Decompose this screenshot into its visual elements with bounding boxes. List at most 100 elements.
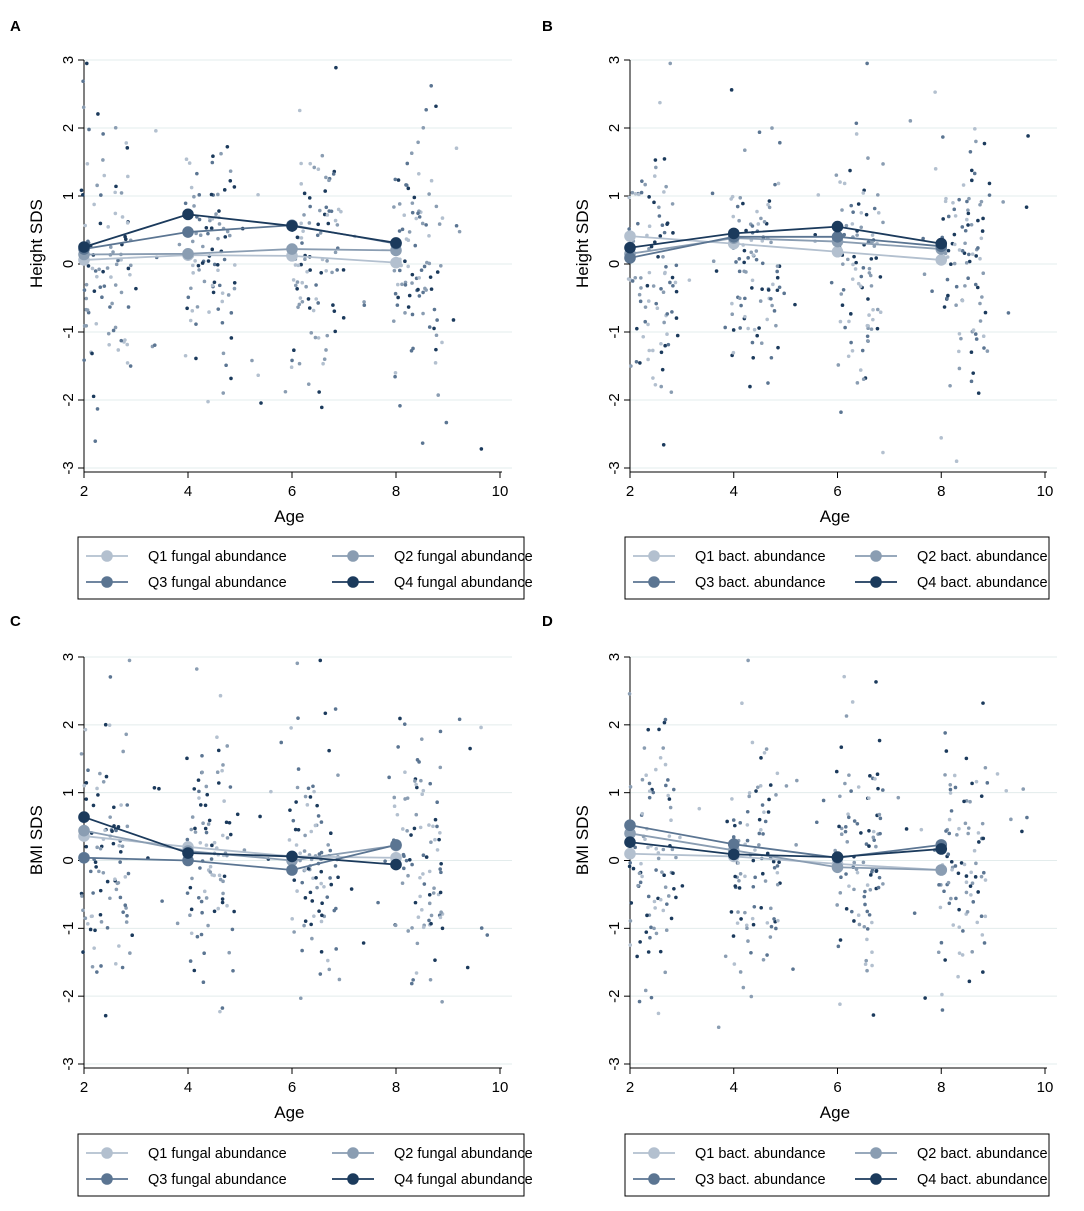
scatter-point (427, 823, 431, 827)
scatter-point (84, 307, 88, 312)
scatter-point (416, 140, 420, 145)
scatter-point (86, 264, 91, 268)
scatter-point (296, 305, 300, 309)
scatter-point (762, 810, 766, 814)
legend-marker-q4 (347, 1173, 359, 1185)
scatter-point (651, 790, 656, 795)
scatter-point (315, 885, 319, 890)
scatter-point (662, 157, 667, 161)
scatter-point (759, 756, 763, 760)
scatter-point (665, 902, 669, 906)
scatter-point (962, 799, 966, 804)
scatter-point (220, 768, 224, 773)
scatter-point (376, 900, 380, 905)
scatter-point (942, 305, 947, 309)
scatter-point (124, 906, 128, 910)
scatter-point (397, 268, 402, 273)
scatter-point (308, 268, 312, 272)
scatter-point (220, 291, 225, 295)
scatter-point (637, 871, 642, 876)
scatter-point (216, 906, 221, 911)
scatter-point (204, 896, 209, 900)
scatter-point (838, 891, 843, 895)
scatter-point (119, 290, 124, 295)
scatter-point (981, 870, 986, 875)
scatter-point (967, 196, 971, 201)
scatter-point (776, 181, 781, 186)
x-tick-label: 6 (833, 483, 841, 500)
scatter-point (406, 264, 410, 269)
scatter-point (303, 257, 307, 262)
scatter-point (872, 206, 877, 211)
scatter-point (154, 129, 158, 133)
scatter-point (334, 65, 338, 70)
scatter-point (427, 901, 432, 906)
scatter-point (851, 210, 855, 214)
scatter-point (870, 963, 874, 968)
scatter-point (945, 277, 950, 282)
scatter-point (210, 247, 215, 252)
scatter-point (192, 968, 197, 973)
scatter-point (185, 891, 190, 895)
scatter-point (674, 855, 678, 860)
scatter-point (881, 450, 885, 455)
series-marker-q1 (831, 245, 844, 258)
scatter-point (946, 248, 951, 253)
scatter-point (302, 923, 306, 928)
scatter-point (435, 270, 440, 274)
scatter-point (865, 968, 869, 973)
scatter-point (763, 819, 768, 824)
scatter-point (313, 823, 318, 828)
scatter-point (859, 225, 864, 230)
scatter-point (229, 376, 233, 381)
scatter-point (398, 716, 402, 721)
scatter-point (118, 850, 123, 854)
scatter-point (83, 916, 88, 921)
scatter-point (979, 199, 984, 204)
scatter-point (876, 211, 881, 215)
scatter-point (957, 951, 962, 955)
scatter-point (318, 658, 323, 663)
scatter-point (413, 900, 418, 905)
scatter-point (187, 161, 192, 165)
scatter-point (200, 770, 204, 775)
scatter-point (980, 821, 985, 826)
scatter-point (646, 357, 650, 362)
scatter-point (421, 290, 425, 295)
scatter-point (652, 174, 657, 178)
scatter-point (652, 926, 656, 931)
scatter-point (191, 263, 195, 268)
scatter-point (420, 792, 425, 796)
scatter-point (742, 260, 746, 265)
scatter-point (987, 181, 992, 186)
scatter-point (930, 289, 934, 293)
scatter-point (438, 765, 443, 770)
scatter-point (438, 831, 442, 835)
scatter-point (768, 935, 773, 939)
scatter-point (664, 184, 668, 189)
scatter-point (949, 809, 954, 813)
scatter-point (844, 223, 849, 228)
scatter-point (108, 675, 113, 679)
scatter-point (959, 336, 963, 341)
scatter-point (323, 711, 328, 716)
scatter-point (95, 274, 99, 279)
scatter-point (217, 222, 222, 226)
legend-label-q2: Q2 fungal abundance (394, 1146, 533, 1162)
scatter-point (776, 918, 780, 923)
scatter-point (773, 919, 777, 924)
scatter-point (410, 272, 415, 277)
scatter-point (844, 872, 848, 876)
scatter-point (228, 785, 233, 789)
scatter-point (957, 925, 962, 929)
scatter-point (759, 905, 764, 910)
scatter-point (423, 286, 427, 291)
series-line-q2 (83, 248, 397, 256)
scatter-point (746, 939, 750, 943)
scatter-point (324, 268, 328, 273)
scatter-point (438, 729, 443, 734)
scatter-point (82, 288, 87, 292)
scatter-point (202, 279, 207, 284)
scatter-point (194, 322, 198, 326)
series-marker-q3 (182, 226, 194, 238)
